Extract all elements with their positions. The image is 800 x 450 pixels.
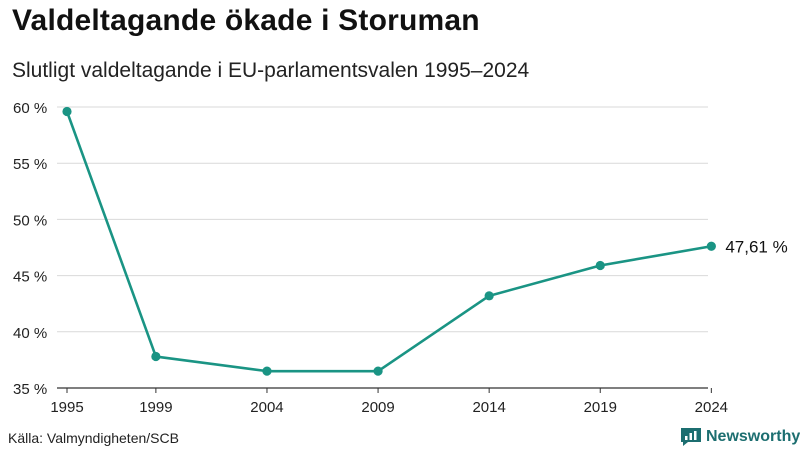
y-tick-label: 45 % bbox=[13, 269, 47, 286]
data-point bbox=[484, 291, 494, 301]
data-point bbox=[373, 366, 383, 376]
data-point bbox=[262, 366, 272, 376]
y-tick-label: 40 % bbox=[13, 325, 47, 342]
value-annotation: 47,61 % bbox=[725, 237, 787, 256]
x-tick-label: 2024 bbox=[695, 399, 728, 416]
x-tick-label: 2014 bbox=[472, 399, 505, 416]
source-note: Källa: Valmyndigheten/SCB bbox=[8, 430, 179, 446]
y-tick-label: 60 % bbox=[13, 100, 47, 117]
y-tick-label: 55 % bbox=[13, 156, 47, 173]
y-tick-label: 35 % bbox=[13, 381, 47, 398]
data-point bbox=[151, 351, 161, 362]
newsworthy-logo-icon bbox=[681, 428, 701, 446]
chart-subtitle: Slutligt valdeltagande i EU-parlamentsva… bbox=[12, 59, 530, 82]
x-tick-label: 1995 bbox=[50, 399, 83, 416]
x-tick-label: 2004 bbox=[250, 399, 283, 416]
brand-logo: Newsworthy bbox=[680, 427, 800, 447]
x-tick-label: 2019 bbox=[584, 399, 617, 416]
y-tick-label: 50 % bbox=[13, 212, 47, 229]
brand-name: Newsworthy bbox=[706, 428, 800, 445]
x-tick-label: 2009 bbox=[361, 399, 394, 416]
x-tick-label: 1999 bbox=[139, 399, 172, 416]
chart-title: Valdeltagande ökade i Storuman bbox=[12, 4, 480, 37]
data-point bbox=[595, 260, 605, 271]
data-point bbox=[706, 241, 716, 251]
data-point bbox=[62, 106, 72, 117]
